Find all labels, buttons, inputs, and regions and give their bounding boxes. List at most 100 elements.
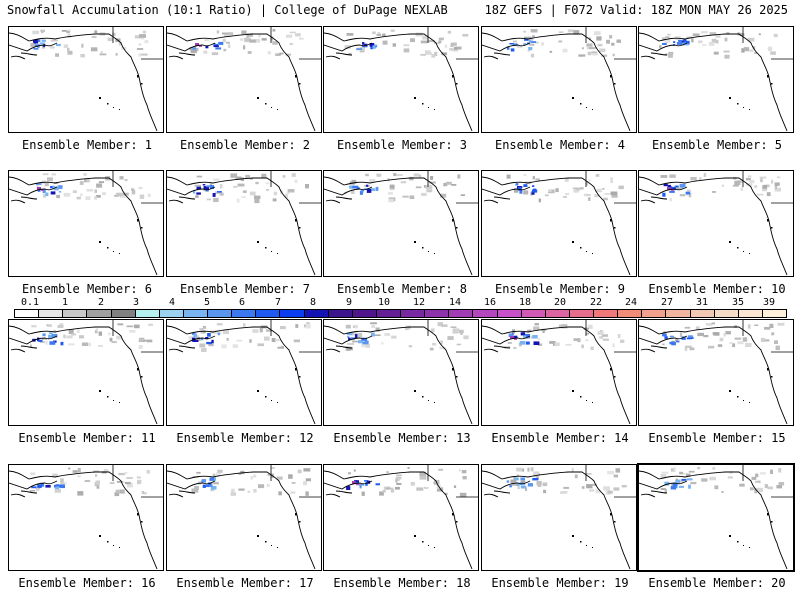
coastline [167, 470, 316, 570]
borders [585, 27, 636, 60]
islands [99, 513, 143, 548]
panel-label: Ensemble Member: 7 [179, 282, 311, 296]
islands [729, 75, 773, 110]
coastline [9, 176, 158, 276]
map-graphic [639, 465, 793, 570]
borders [112, 320, 163, 353]
colorbar-swatch [401, 310, 426, 317]
colorbar-swatch [159, 310, 184, 317]
map-frame [166, 464, 322, 571]
colorbar-swatch [618, 310, 643, 317]
map-frame [637, 463, 795, 572]
colorbar-tick-label: 2 [97, 297, 105, 308]
snowfall-shading [30, 29, 149, 58]
colorbar-swatch [208, 310, 233, 317]
map-graphic [482, 465, 636, 570]
snowfall-shading [191, 467, 311, 496]
colorbar-swatch [642, 310, 667, 317]
coastline [167, 325, 316, 425]
ensemble-panel[interactable]: Ensemble Member: 16 [8, 464, 166, 590]
ensemble-panel[interactable]: Ensemble Member: 1 [8, 26, 166, 152]
colorbar-tick-label: 14 [448, 297, 462, 308]
coastline [482, 32, 631, 132]
ensemble-panel[interactable]: Ensemble Member: 19 [481, 464, 639, 590]
ensemble-panel[interactable]: Ensemble Member: 6 [8, 170, 166, 296]
ensemble-panel[interactable]: Ensemble Member: 11 [8, 319, 166, 445]
islands [99, 75, 143, 110]
colorbar-swatch [135, 310, 160, 317]
islands [257, 368, 301, 403]
colorbar-tick-label: 8 [309, 297, 317, 308]
colorbar-swatch [256, 310, 281, 317]
ensemble-panel[interactable]: Ensemble Member: 9 [481, 170, 639, 296]
ensemble-panel[interactable]: Ensemble Member: 5 [638, 26, 796, 152]
ensemble-panel[interactable]: Ensemble Member: 7 [166, 170, 324, 296]
map-frame [166, 319, 322, 426]
colorbar-swatch [449, 310, 474, 317]
colorbar-swatch [15, 310, 40, 317]
ensemble-panel[interactable]: Ensemble Member: 10 [638, 170, 796, 296]
map-graphic [482, 27, 636, 132]
ensemble-panel[interactable]: Ensemble Member: 14 [481, 319, 639, 445]
panel-label: Ensemble Member: 2 [179, 138, 311, 152]
colorbar-swatch [545, 310, 570, 317]
colorbar-swatch [328, 310, 353, 317]
colorbar-tick-label: 39 [762, 297, 776, 308]
map-graphic [324, 320, 478, 425]
map-frame [323, 26, 479, 133]
coastline [482, 325, 631, 425]
colorbar-swatch [690, 310, 715, 317]
borders [585, 465, 636, 498]
map-graphic [324, 465, 478, 570]
map-graphic [639, 27, 793, 132]
panel-label: Ensemble Member: 12 [176, 431, 314, 445]
snowfall-shading [36, 173, 151, 201]
map-graphic [482, 320, 636, 425]
panel-label: Ensemble Member: 10 [648, 282, 786, 296]
snowfall-shading [188, 322, 311, 352]
panel-label: Ensemble Member: 15 [648, 431, 786, 445]
coastline [9, 325, 158, 425]
colorbar-tick-label: 9 [345, 297, 353, 308]
ensemble-panel[interactable]: Ensemble Member: 18 [323, 464, 481, 590]
map-frame [8, 26, 164, 133]
colorbar-swatch [594, 310, 619, 317]
panel-label: Ensemble Member: 13 [333, 431, 471, 445]
map-graphic [639, 320, 793, 425]
ensemble-panel[interactable]: Ensemble Member: 8 [323, 170, 481, 296]
ensemble-panel[interactable]: Ensemble Member: 2 [166, 26, 324, 152]
colorbar-tick-label: 4 [168, 297, 176, 308]
borders [270, 27, 321, 60]
ensemble-panel[interactable]: Ensemble Member: 4 [481, 26, 639, 152]
borders [742, 320, 793, 353]
colorbar-swatch [87, 310, 112, 317]
panel-label: Ensemble Member: 8 [336, 282, 468, 296]
map-frame [481, 170, 637, 277]
map-graphic [167, 320, 321, 425]
islands [257, 219, 301, 254]
islands [572, 219, 616, 254]
coastline [639, 32, 788, 132]
colorbar-tick-label: 27 [660, 297, 674, 308]
ensemble-panel[interactable]: Ensemble Member: 12 [166, 319, 324, 445]
colorbar-swatch [63, 310, 88, 317]
ensemble-panel[interactable]: Ensemble Member: 15 [638, 319, 796, 445]
ensemble-panel[interactable]: Ensemble Member: 3 [323, 26, 481, 152]
colorbar-tick-label: 12 [412, 297, 426, 308]
colorbar-swatch [714, 310, 739, 317]
colorbar-swatch [304, 310, 329, 317]
ensemble-panel[interactable]: Ensemble Member: 17 [166, 464, 324, 590]
coastline [167, 176, 316, 276]
map-frame [481, 319, 637, 426]
map-graphic [482, 171, 636, 276]
borders [112, 465, 163, 498]
map-frame [323, 464, 479, 571]
map-graphic [9, 27, 163, 132]
map-frame [166, 170, 322, 277]
coastline [324, 176, 473, 276]
map-frame [638, 319, 794, 426]
ensemble-panel[interactable]: Ensemble Member: 13 [323, 319, 481, 445]
borders [427, 465, 478, 498]
snowfall-shading [506, 29, 621, 58]
ensemble-panel[interactable]: Ensemble Member: 20 [637, 463, 796, 590]
